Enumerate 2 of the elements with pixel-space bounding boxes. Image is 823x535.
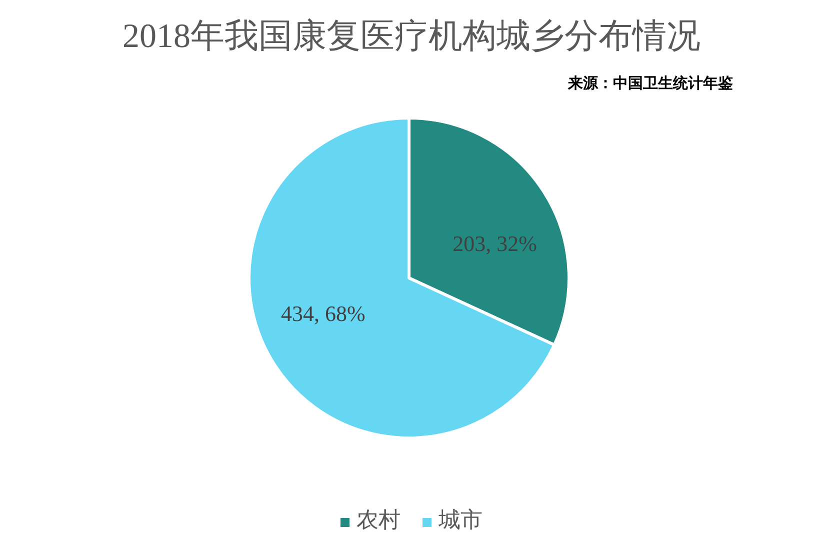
annotation: 来源：中国卫生统计年鉴 — [568, 76, 733, 92]
title: 2018年我国康复医疗机构城乡分布情况 — [122, 18, 700, 55]
